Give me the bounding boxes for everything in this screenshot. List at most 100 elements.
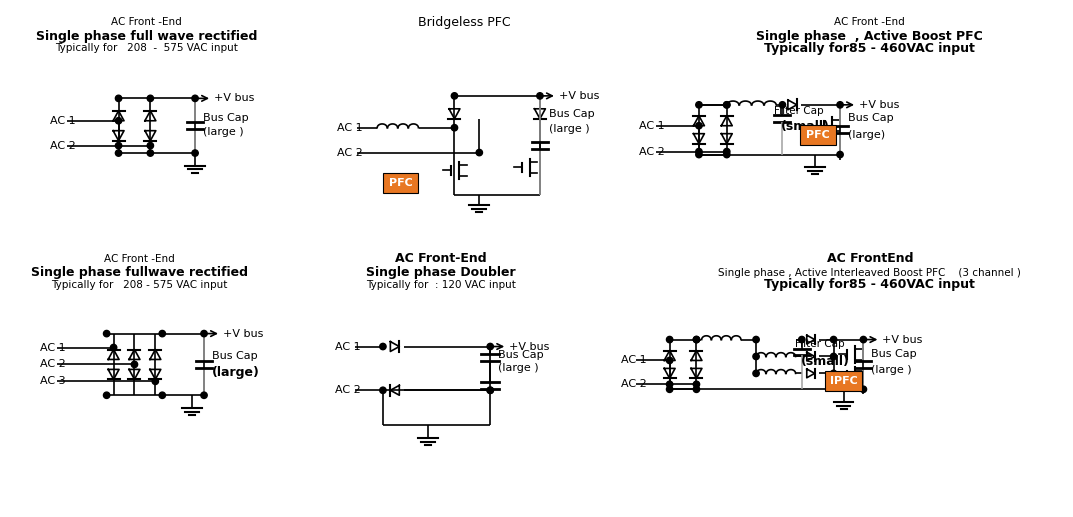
Circle shape (723, 148, 730, 155)
Circle shape (159, 330, 165, 337)
Circle shape (861, 337, 867, 343)
Text: Bus Cap: Bus Cap (212, 352, 258, 361)
Circle shape (723, 102, 730, 108)
Text: +V bus: +V bus (882, 334, 923, 344)
Circle shape (131, 361, 137, 368)
Circle shape (380, 387, 386, 393)
Text: Bus Cap: Bus Cap (848, 113, 894, 123)
Text: Bridgeless PFC: Bridgeless PFC (418, 16, 511, 29)
Text: AC 2: AC 2 (640, 147, 665, 157)
Circle shape (693, 337, 700, 343)
Text: Filter Cap: Filter Cap (775, 106, 824, 116)
Circle shape (723, 151, 730, 158)
Circle shape (116, 117, 121, 124)
Text: Typically for   208  -  575 VAC input: Typically for 208 - 575 VAC input (55, 43, 238, 53)
Circle shape (476, 149, 483, 156)
Text: (small): (small) (780, 120, 829, 133)
Circle shape (695, 151, 702, 158)
Text: Single phase fullwave rectified: Single phase fullwave rectified (31, 266, 248, 279)
Circle shape (695, 123, 702, 129)
Text: Bus Cap: Bus Cap (549, 109, 594, 119)
Circle shape (116, 142, 121, 149)
Circle shape (152, 378, 159, 385)
Circle shape (666, 386, 673, 392)
Text: IPFC: IPFC (829, 376, 857, 386)
Circle shape (487, 343, 494, 349)
Circle shape (111, 344, 117, 351)
Circle shape (831, 370, 837, 376)
Text: +V bus: +V bus (859, 100, 899, 110)
Circle shape (837, 102, 843, 108)
Circle shape (452, 125, 458, 131)
Text: AC 2: AC 2 (40, 359, 65, 370)
Text: +V bus: +V bus (559, 91, 599, 101)
FancyBboxPatch shape (800, 125, 836, 145)
FancyBboxPatch shape (383, 174, 418, 193)
Text: Typically for85 - 460VAC input: Typically for85 - 460VAC input (764, 42, 975, 55)
Circle shape (147, 142, 153, 149)
Text: Single phase full wave rectified: Single phase full wave rectified (35, 29, 258, 43)
Circle shape (201, 392, 207, 399)
Circle shape (666, 381, 673, 388)
Text: (small): (small) (800, 355, 850, 368)
Circle shape (536, 93, 543, 99)
Circle shape (723, 102, 730, 108)
Circle shape (693, 381, 700, 388)
Circle shape (666, 357, 673, 363)
Text: PFC: PFC (806, 130, 831, 140)
Text: AC Front -End: AC Front -End (835, 17, 906, 27)
Text: AC 1: AC 1 (335, 342, 361, 352)
Text: +V bus: +V bus (214, 94, 254, 103)
Text: AC 3: AC 3 (40, 376, 65, 386)
Circle shape (159, 392, 165, 399)
Text: Filter Cap: Filter Cap (795, 339, 844, 348)
Circle shape (693, 386, 700, 392)
Text: (large): (large) (848, 130, 885, 140)
Circle shape (831, 337, 837, 343)
Circle shape (452, 93, 458, 99)
Circle shape (695, 148, 702, 155)
Text: +V bus: +V bus (223, 329, 263, 339)
Text: AC 1: AC 1 (640, 120, 665, 131)
Circle shape (147, 150, 153, 156)
Text: Bus Cap: Bus Cap (498, 351, 544, 360)
Circle shape (201, 330, 207, 337)
Text: AC 2: AC 2 (50, 141, 76, 150)
Text: AC 1: AC 1 (337, 123, 363, 133)
Text: Single phase , Active Interleaved Boost PFC    (3 channel ): Single phase , Active Interleaved Boost … (719, 268, 1021, 278)
Text: AC 2: AC 2 (621, 379, 647, 389)
Circle shape (380, 343, 386, 349)
Text: (large): (large) (212, 366, 260, 379)
Text: +V bus: +V bus (509, 342, 549, 352)
Circle shape (116, 95, 121, 101)
Circle shape (861, 386, 867, 392)
Text: PFC: PFC (388, 178, 413, 188)
Text: AC 2: AC 2 (335, 385, 361, 396)
Text: (large ): (large ) (498, 363, 539, 373)
Circle shape (192, 95, 199, 101)
Circle shape (753, 370, 760, 376)
Circle shape (753, 337, 760, 343)
Circle shape (798, 337, 805, 343)
Circle shape (147, 95, 153, 101)
Circle shape (103, 392, 109, 399)
Text: AC 2: AC 2 (337, 147, 363, 158)
Text: AC Front -End: AC Front -End (104, 254, 175, 264)
Circle shape (831, 353, 837, 360)
Circle shape (837, 151, 843, 158)
Text: AC Front-End: AC Front-End (395, 252, 486, 266)
Circle shape (103, 330, 109, 337)
Text: Typically for  : 120 VAC input: Typically for : 120 VAC input (366, 280, 515, 290)
Circle shape (779, 102, 785, 108)
Circle shape (487, 387, 494, 393)
Circle shape (753, 353, 760, 360)
Text: (large ): (large ) (549, 124, 589, 134)
FancyBboxPatch shape (825, 371, 863, 391)
Circle shape (695, 102, 702, 108)
Circle shape (666, 337, 673, 343)
Circle shape (192, 150, 199, 156)
Text: Typically for   208 - 575 VAC input: Typically for 208 - 575 VAC input (52, 280, 227, 290)
Circle shape (487, 387, 494, 393)
Text: Bus Cap: Bus Cap (203, 113, 249, 123)
Circle shape (116, 150, 121, 156)
